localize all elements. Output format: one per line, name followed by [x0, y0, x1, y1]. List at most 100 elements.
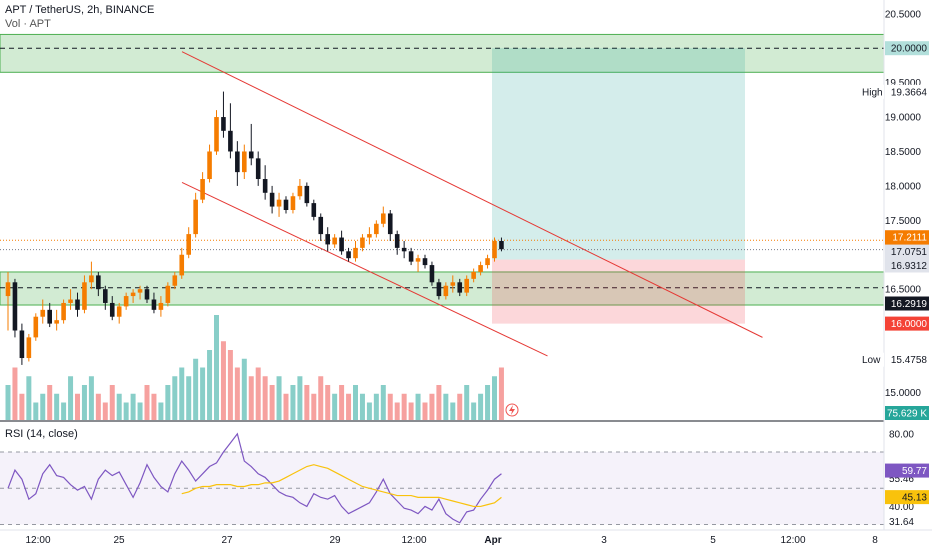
volume-bar	[186, 376, 192, 420]
candle-body	[137, 289, 143, 293]
candle	[165, 282, 171, 307]
volume-bar	[220, 341, 226, 420]
symbol-legend[interactable]: APT / TetherUS, 2h, BINANCE	[5, 4, 155, 16]
candle-body	[12, 282, 18, 331]
candle	[311, 199, 317, 221]
candle-body	[151, 299, 157, 310]
candle	[332, 234, 337, 248]
price-tick-label: 18.0000	[885, 181, 922, 192]
rsi-tick-label: 55.46	[889, 474, 914, 485]
volume-bar	[158, 402, 164, 420]
low-price-tag: 15.4758 Low	[858, 352, 929, 367]
candle	[54, 309, 59, 331]
volume-bar	[151, 393, 157, 420]
candle-body	[492, 240, 497, 259]
candle-body	[193, 199, 198, 235]
candle-body	[228, 130, 233, 152]
candle-body	[165, 285, 171, 303]
candle	[387, 210, 393, 241]
candle-body	[103, 289, 108, 303]
volume-tag: 75.629 K	[885, 406, 929, 420]
candle	[248, 123, 254, 166]
current-price-tag-text: 17.2111	[892, 233, 927, 244]
candle-body	[5, 282, 11, 297]
price-tick-label: 17.5000	[885, 216, 922, 227]
volume-bar	[227, 350, 233, 420]
candle-body	[82, 282, 87, 310]
candle	[422, 254, 428, 269]
candle-body	[158, 302, 164, 310]
stop-price-tag: 16.0000	[885, 316, 929, 331]
candle	[144, 285, 150, 303]
volume-bar	[5, 385, 11, 420]
lightning-icon	[505, 403, 519, 417]
candle-body	[387, 213, 393, 235]
candle	[401, 240, 407, 259]
candle	[123, 292, 129, 310]
volume-bar	[137, 402, 143, 420]
candle	[33, 313, 39, 341]
volume-bar	[81, 385, 87, 420]
volume-bar	[12, 367, 18, 420]
candle-body	[47, 309, 52, 324]
low-price-tag-bg	[885, 352, 929, 367]
volume-bar	[262, 376, 268, 420]
candle	[457, 278, 463, 297]
candle-body	[304, 185, 310, 204]
volume-bar	[241, 358, 247, 420]
volume-bar	[26, 376, 32, 420]
rsi-ma-value-tag-bg	[885, 490, 929, 505]
candle	[464, 275, 469, 297]
last-close-tag: 17.0751	[885, 244, 929, 259]
candle	[492, 237, 497, 262]
candle-body	[318, 216, 324, 235]
volume-bar	[373, 393, 379, 420]
candle	[96, 271, 101, 297]
price-tick-label: 15.0000	[885, 388, 922, 399]
volume-bar	[200, 367, 206, 420]
volume-bar	[207, 350, 213, 420]
candle	[367, 227, 372, 245]
volume-bar	[443, 393, 449, 420]
volume-bar	[429, 393, 435, 420]
candle	[485, 254, 490, 269]
candle-body	[415, 258, 421, 262]
candle-body	[381, 213, 386, 224]
high-price-tag-bg	[885, 84, 929, 99]
channel-upper-line	[181, 51, 763, 338]
candle	[228, 103, 233, 159]
candle-body	[290, 196, 296, 210]
candle-body	[471, 271, 476, 279]
candle-body	[443, 285, 449, 297]
volume-bar	[353, 385, 358, 420]
candle-body	[19, 330, 25, 359]
volume-bar	[54, 393, 60, 420]
candle	[207, 144, 212, 183]
rsi-legend[interactable]: RSI (14, close)	[5, 428, 78, 440]
volume-bar	[401, 393, 407, 420]
candle	[415, 254, 421, 272]
volume-bar	[436, 385, 442, 420]
low-price-tag-label: Low	[862, 355, 881, 366]
time-tick-label: 29	[329, 535, 341, 546]
candle-body	[450, 282, 456, 286]
candle	[269, 185, 275, 214]
candle-body	[422, 258, 428, 266]
candle	[19, 323, 25, 365]
candle	[499, 237, 504, 252]
volume-bar	[47, 385, 53, 420]
volume-bar	[304, 385, 310, 420]
volume-legend[interactable]: Vol · APT	[5, 18, 51, 30]
rsi-tick-label: 31.64	[889, 517, 914, 528]
volume-bar	[255, 367, 261, 420]
channel-lower-line	[181, 182, 548, 357]
candle-body	[436, 282, 442, 297]
volume-bar	[214, 315, 219, 420]
long-position-stop-area	[492, 259, 745, 324]
candle	[89, 261, 94, 290]
candle-body	[367, 234, 372, 238]
candle-body	[283, 199, 289, 210]
candle	[242, 144, 247, 180]
volume-bar	[380, 385, 386, 420]
